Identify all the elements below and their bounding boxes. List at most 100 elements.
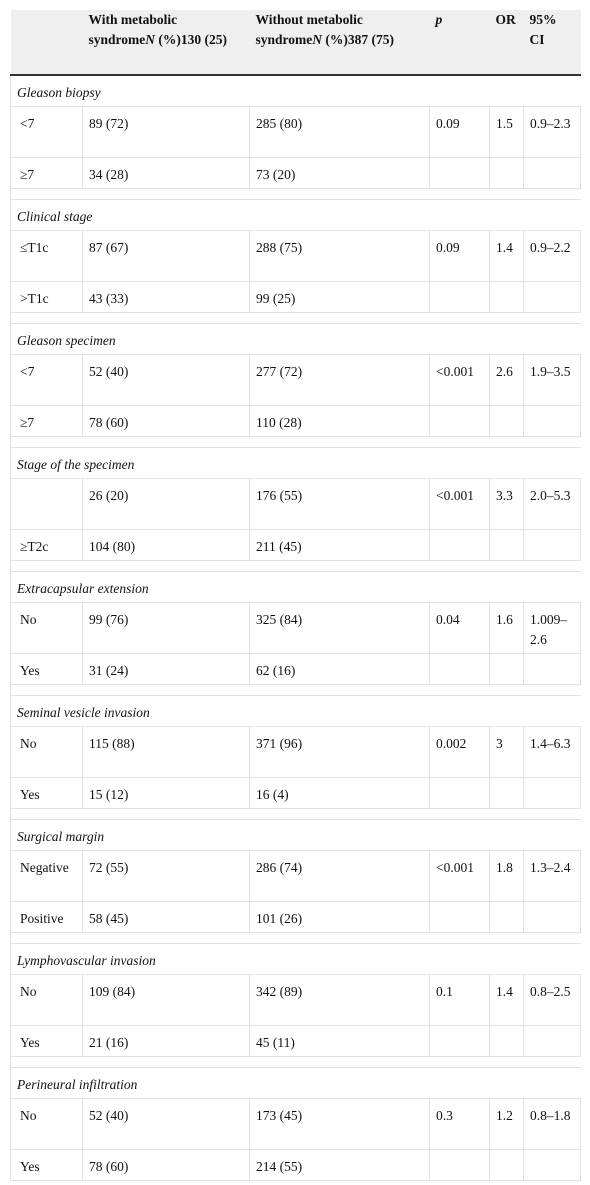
section-title: Perineural infiltration <box>10 1066 581 1098</box>
cell: 1.3–2.4 <box>523 849 581 901</box>
section-title: Gleason specimen <box>10 322 581 354</box>
header-cell <box>10 10 83 76</box>
cell: 1.9–3.5 <box>523 353 581 405</box>
spacer <box>10 311 581 323</box>
cell <box>489 1148 524 1181</box>
cell <box>523 280 581 312</box>
data-row: <7 89 (72) 285 (80) 0.09 1.5 0.9–2.3 <box>10 105 581 157</box>
data-row: <7 52 (40) 277 (72) <0.001 2.6 1.9–3.5 <box>10 353 581 405</box>
header-cell: With metabolic syndromeN (%)130 (25) <box>82 10 250 76</box>
cell: 0.002 <box>429 725 490 777</box>
section-title-row: Seminal vesicle invasion <box>10 694 581 726</box>
cell: 52 (40) <box>82 353 250 405</box>
cell: 72 (55) <box>82 849 250 901</box>
cell: 0.8–1.8 <box>523 1097 581 1149</box>
cell: 73 (20) <box>249 156 430 188</box>
cell <box>523 1024 581 1056</box>
cell: 101 (26) <box>249 900 430 932</box>
cell: 342 (89) <box>249 973 430 1025</box>
header-italic: N <box>312 32 323 47</box>
cell <box>429 1148 490 1181</box>
spacer-row <box>10 931 581 943</box>
row-label: Yes <box>10 1024 83 1056</box>
spacer-row <box>10 1055 581 1067</box>
cell <box>489 156 524 188</box>
cell <box>429 900 490 932</box>
row-label: Yes <box>10 776 83 808</box>
cell <box>489 1024 524 1056</box>
cell: 62 (16) <box>249 652 430 684</box>
cell: 173 (45) <box>249 1097 430 1149</box>
section-title: Clinical stage <box>10 198 581 230</box>
spacer-row <box>10 807 581 819</box>
data-row: 26 (20) 176 (55) <0.001 3.3 2.0–5.3 <box>10 477 581 529</box>
cell: 2.6 <box>489 353 524 405</box>
header-text: (%)130 (25) <box>155 32 227 47</box>
cell: 0.1 <box>429 973 490 1025</box>
cell: 1.8 <box>489 849 524 901</box>
section-title: Extracapsular extension <box>10 570 581 602</box>
data-row: ≥T2c 104 (80) 211 (45) <box>10 528 581 560</box>
row-label: Positive <box>10 900 83 932</box>
data-row: ≥7 34 (28) 73 (20) <box>10 156 581 188</box>
section-title: Stage of the specimen <box>10 446 581 478</box>
cell: 15 (12) <box>82 776 250 808</box>
cell <box>429 280 490 312</box>
row-label: ≥T2c <box>10 528 83 560</box>
header-row: With metabolic syndromeN (%)130 (25) With… <box>10 10 581 76</box>
header-cell: OR <box>489 10 524 76</box>
row-label: Negative <box>10 849 83 901</box>
row-label: >T1c <box>10 280 83 312</box>
data-row: Yes 78 (60) 214 (55) <box>10 1148 581 1181</box>
row-label: <7 <box>10 105 83 157</box>
cell: 0.9–2.3 <box>523 105 581 157</box>
cell <box>523 156 581 188</box>
cell: 78 (60) <box>82 1148 250 1181</box>
cell: 285 (80) <box>249 105 430 157</box>
cell <box>489 280 524 312</box>
cell: 58 (45) <box>82 900 250 932</box>
cell: 176 (55) <box>249 477 430 529</box>
cell <box>429 404 490 436</box>
cell <box>489 404 524 436</box>
row-label: Yes <box>10 652 83 684</box>
cell <box>523 900 581 932</box>
header-cell: p <box>429 10 490 76</box>
cell <box>429 156 490 188</box>
section-title-row: Surgical margin <box>10 818 581 850</box>
cell: 52 (40) <box>82 1097 250 1149</box>
cell: 109 (84) <box>82 973 250 1025</box>
spacer <box>10 559 581 571</box>
spacer-row <box>10 435 581 447</box>
cell <box>429 776 490 808</box>
cell <box>489 528 524 560</box>
header-text: With metabolic syndrome <box>88 12 178 47</box>
cell: 87 (67) <box>82 229 250 281</box>
cell: 16 (4) <box>249 776 430 808</box>
section-title: Gleason biopsy <box>10 74 581 106</box>
cell: 211 (45) <box>249 528 430 560</box>
cell: 0.09 <box>429 105 490 157</box>
spacer <box>10 1055 581 1067</box>
cell <box>489 652 524 684</box>
cell: 45 (11) <box>249 1024 430 1056</box>
cell: 1.009–2.6 <box>523 601 581 653</box>
header-italic: p <box>435 12 443 27</box>
cell: <0.001 <box>429 849 490 901</box>
row-label: No <box>10 601 83 653</box>
cell <box>523 776 581 808</box>
cell: <0.001 <box>429 477 490 529</box>
section-title-row: Gleason biopsy <box>10 74 581 106</box>
header-text: 95% CI <box>529 12 557 47</box>
section-title-row: Gleason specimen <box>10 322 581 354</box>
header-cell: Without metabolic syndromeN (%)387 (75) <box>249 10 430 76</box>
header-text: (%)387 (75) <box>322 32 394 47</box>
section-title-row: Lymphovascular invasion <box>10 942 581 974</box>
cell: 78 (60) <box>82 404 250 436</box>
table-body: Gleason biopsy <7 89 (72) 285 (80) 0.09 1.5 0.… <box>10 74 581 1181</box>
cell: 26 (20) <box>82 477 250 529</box>
spacer <box>10 807 581 819</box>
data-row: Negative 72 (55) 286 (74) <0.001 1.8 1.3–2.4 <box>10 849 581 901</box>
section-title: Seminal vesicle invasion <box>10 694 581 726</box>
